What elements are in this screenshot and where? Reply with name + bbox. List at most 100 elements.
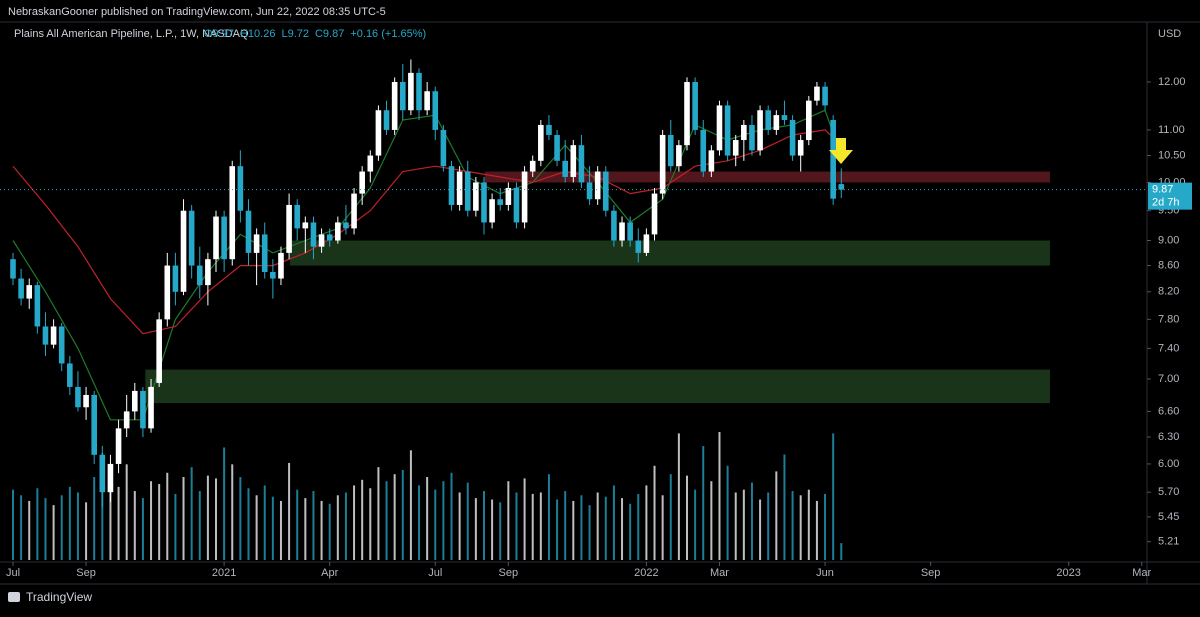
volume-bar: [686, 475, 688, 560]
candle-body: [692, 81, 698, 130]
volume-bar: [832, 433, 835, 560]
volume-bar: [677, 433, 680, 560]
candle-body: [424, 91, 430, 111]
candle-body: [708, 150, 715, 172]
volume-bar: [304, 498, 307, 560]
candle-body: [700, 129, 707, 172]
ohlc-value: C9.87: [315, 28, 344, 40]
candle-body: [602, 171, 609, 211]
volume-bar: [68, 486, 71, 560]
x-tick-label: Jul: [6, 567, 20, 579]
volume-bar: [320, 500, 323, 560]
volume-bar: [734, 492, 737, 560]
volume-bar: [20, 495, 23, 560]
volume-bar: [824, 493, 827, 560]
volume-bar: [791, 491, 794, 560]
volume-bar: [312, 491, 315, 560]
volume-bar: [271, 496, 274, 560]
candle-body: [765, 110, 772, 130]
volume-bar: [28, 500, 31, 560]
candle-body: [196, 265, 203, 286]
candle-body: [651, 193, 658, 235]
candle-body: [34, 285, 41, 327]
candle-body: [50, 326, 57, 345]
x-tick-label: Sep: [499, 567, 519, 579]
y-tick-label: 7.80: [1158, 313, 1179, 325]
volume-bar: [783, 454, 786, 560]
candle-body: [18, 278, 24, 299]
volume-bar: [133, 491, 136, 560]
y-tick-label: 7.40: [1158, 342, 1179, 354]
volume-bar: [531, 493, 534, 560]
x-tick-label: Jul: [428, 567, 442, 579]
volume-bar: [507, 481, 510, 560]
candle-body: [302, 222, 309, 229]
volume-bar: [93, 477, 96, 560]
candle-body: [570, 145, 577, 177]
candle-body: [814, 86, 820, 101]
moving-average: [12, 129, 842, 335]
zone: [289, 240, 1050, 266]
candle-body: [635, 240, 642, 253]
volume-bar: [60, 495, 63, 560]
last-price-label: 9.87: [1152, 184, 1173, 196]
volume-bar: [336, 495, 339, 560]
volume-bar: [702, 446, 705, 560]
volume-bar: [344, 492, 347, 560]
candle-body: [521, 171, 528, 223]
candle-body: [464, 171, 471, 211]
candle-body: [749, 124, 755, 151]
candle-body: [91, 394, 97, 455]
y-tick-label: 9.00: [1158, 234, 1179, 246]
candle-body: [270, 271, 276, 279]
candle-body: [538, 124, 544, 161]
y-tick-label: 6.00: [1158, 458, 1179, 470]
candle-body: [684, 81, 690, 146]
y-tick-label: 8.60: [1158, 259, 1179, 271]
volume-bar: [718, 432, 721, 560]
volume-bar: [231, 464, 234, 560]
volume-bar: [491, 499, 494, 560]
volume-bar: [328, 503, 331, 560]
candle-body: [732, 140, 739, 156]
volume-bar: [141, 498, 144, 560]
volume-bar: [239, 477, 242, 560]
volume-bar: [694, 489, 697, 560]
volume-bar: [482, 491, 485, 560]
volume-bar: [450, 472, 453, 560]
candle-body: [294, 204, 301, 229]
volume-bar: [353, 485, 356, 560]
volume-bar: [815, 500, 818, 560]
candle-body: [408, 72, 414, 111]
x-tick-label: 2021: [212, 567, 236, 579]
candle-body: [473, 182, 479, 211]
footer: TradingView: [26, 590, 92, 604]
publisher: NebraskanGooner published on TradingView…: [8, 6, 386, 18]
ohlc-value: H10.26: [240, 28, 275, 40]
candle-body: [716, 105, 723, 151]
candle-body: [180, 210, 187, 292]
volume-bar: [547, 474, 550, 560]
volume-bar: [596, 492, 599, 560]
candle-body: [627, 222, 633, 241]
candle-body: [132, 390, 138, 412]
candle-body: [286, 204, 292, 253]
candle-body: [67, 363, 73, 387]
candle-body: [676, 145, 682, 167]
logo: [8, 592, 20, 602]
candle-body: [440, 129, 447, 167]
volume-bar: [799, 495, 802, 560]
volume-bar: [775, 471, 778, 560]
candle-body: [229, 166, 236, 260]
candle-body: [643, 234, 650, 253]
y-tick-label: 6.30: [1158, 431, 1179, 443]
candle-body: [188, 210, 195, 266]
volume-bar: [255, 495, 258, 560]
candle-body: [221, 216, 227, 260]
candle-body: [148, 386, 154, 429]
candle-body: [806, 100, 812, 141]
candle-body: [83, 394, 89, 408]
y-tick-label: 7.00: [1158, 373, 1179, 385]
